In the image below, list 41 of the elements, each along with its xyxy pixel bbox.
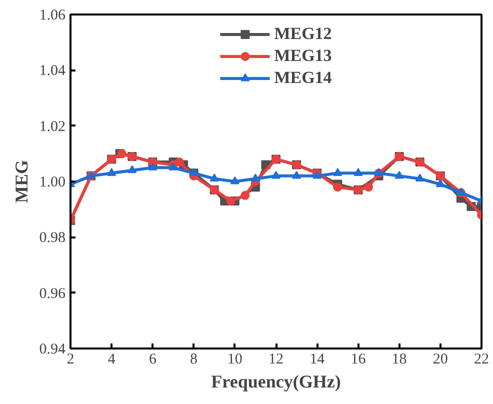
x-tick-label: 22 [474, 352, 489, 368]
legend-label: MEG13 [274, 46, 332, 66]
point [128, 165, 137, 174]
point [107, 168, 116, 176]
y-tick-label: 1.00 [39, 174, 66, 190]
x-tick-label: 10 [227, 352, 242, 368]
x-tick-label: 6 [148, 352, 157, 368]
point [240, 190, 250, 200]
y-tick-label: 0.94 [39, 342, 66, 358]
x-tick-label: 16 [350, 352, 366, 368]
point [354, 168, 363, 176]
point [230, 176, 240, 184]
point [436, 179, 445, 188]
point [364, 182, 373, 192]
point [415, 174, 424, 182]
y-tick-label: 1.06 [39, 8, 66, 24]
legend-label: MEG12 [274, 24, 332, 44]
y-tick-label: 1.02 [39, 118, 66, 135]
point [292, 170, 302, 179]
y-axis-title: MEG [11, 160, 32, 203]
x-tick-label: 2 [66, 352, 74, 368]
point [210, 174, 219, 182]
x-tick-label: 20 [432, 352, 448, 368]
point [226, 196, 236, 206]
point [174, 158, 184, 167]
point [333, 182, 342, 192]
point [272, 170, 280, 179]
x-tick-label: 8 [190, 352, 198, 368]
x-tick-label: 12 [268, 352, 284, 368]
x-tick-label: 18 [392, 352, 407, 368]
point [394, 170, 404, 179]
point [148, 162, 158, 170]
point [333, 168, 342, 176]
y-tick-label: 1.04 [39, 63, 66, 80]
point [250, 174, 260, 182]
y-tick-label: 0.98 [39, 230, 66, 246]
x-tick-label: 4 [108, 352, 116, 368]
x-tick-label: 14 [310, 352, 326, 368]
x-axis-title: Frequency(GHz) [211, 372, 341, 392]
legend-label: MEG14 [274, 68, 332, 88]
y-tick-label: 0.96 [39, 286, 66, 302]
